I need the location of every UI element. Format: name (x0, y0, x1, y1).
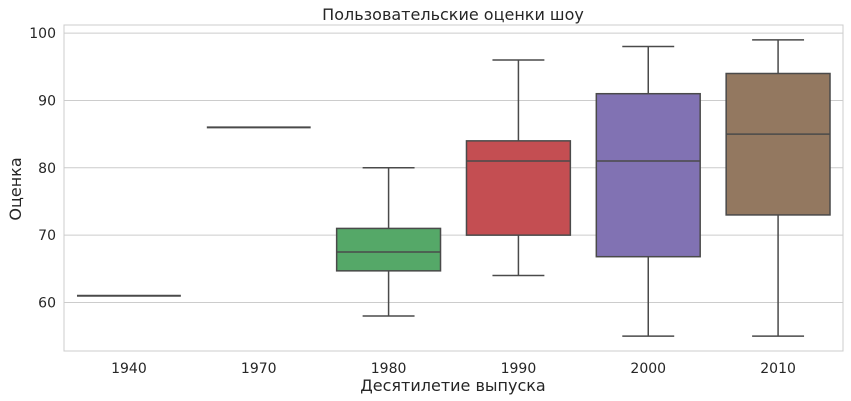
boxes-group (76, 39, 831, 337)
box-2010 (725, 39, 831, 337)
y-tick-labels: 60 70 80 90 100 (29, 26, 56, 311)
y-axis-label: Оценка (6, 157, 25, 220)
chart-title: Пользовательские оценки шоу (322, 5, 584, 24)
x-tick-label: 1980 (371, 361, 407, 377)
plot-frame (63, 24, 844, 352)
y-tick-label: 90 (38, 93, 56, 109)
box-iqr (595, 92, 701, 258)
grid-lines (64, 32, 843, 304)
x-axis-label: Десятилетие выпуска (360, 376, 545, 395)
box-iqr (335, 227, 442, 272)
box-iqr (725, 72, 831, 216)
x-tick-label: 1990 (501, 361, 537, 377)
y-tick-label: 80 (38, 161, 56, 177)
x-tick-label: 1940 (111, 361, 147, 377)
x-tick-labels: 1940 1970 1980 1990 2000 2010 (111, 361, 796, 377)
x-tick-label: 2000 (630, 361, 666, 377)
box-1990 (465, 59, 572, 277)
y-tick-label: 60 (38, 296, 56, 312)
box-2000 (595, 45, 701, 337)
y-tick-label: 70 (38, 228, 56, 244)
box-iqr (465, 140, 572, 236)
y-tick-label: 100 (29, 26, 56, 42)
x-tick-label: 1970 (241, 361, 277, 377)
box-1980 (335, 167, 442, 317)
x-tick-label: 2010 (760, 361, 796, 377)
